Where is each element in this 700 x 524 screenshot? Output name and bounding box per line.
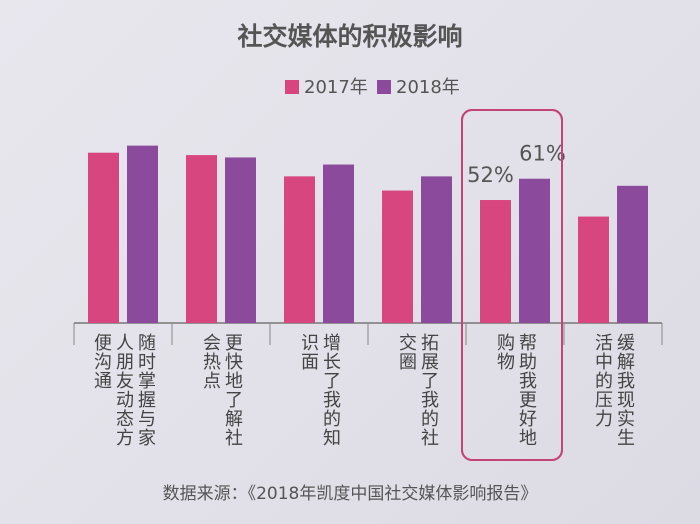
bar <box>88 152 119 323</box>
chart-title: 社交媒体的积极影响 <box>237 22 462 51</box>
x-tick-label: 增长了我的知识面 <box>298 333 341 447</box>
bar <box>617 185 648 323</box>
x-tick-label: 随时掌握与家人朋友动态方便沟通 <box>91 333 156 447</box>
bar <box>186 155 217 323</box>
bar <box>284 176 315 323</box>
bar <box>480 200 511 323</box>
x-tick-label: 更快地了解社会热点 <box>200 333 243 447</box>
highlight-box <box>461 109 563 461</box>
data-label: 52% <box>467 163 514 187</box>
bar <box>421 176 452 323</box>
bar <box>225 157 256 323</box>
legend-label: 2018年 <box>396 77 460 98</box>
legend-label: 2017年 <box>304 77 368 98</box>
legend-swatch <box>377 80 391 94</box>
bar <box>578 216 609 323</box>
x-tick-label: 缓解我现实生活中的压力 <box>592 333 635 447</box>
bar <box>323 164 354 323</box>
data-label: 61% <box>519 142 566 166</box>
x-tick-label: 帮助我更好地购物 <box>494 333 537 447</box>
source: 数据来源：《2018年凯度中国社交媒体影响报告》 <box>163 484 538 504</box>
bar <box>382 190 413 323</box>
x-tick-label: 拓展了我的社交圈 <box>396 333 439 447</box>
bar <box>127 145 158 323</box>
legend-swatch <box>285 80 299 94</box>
bar <box>519 178 550 323</box>
